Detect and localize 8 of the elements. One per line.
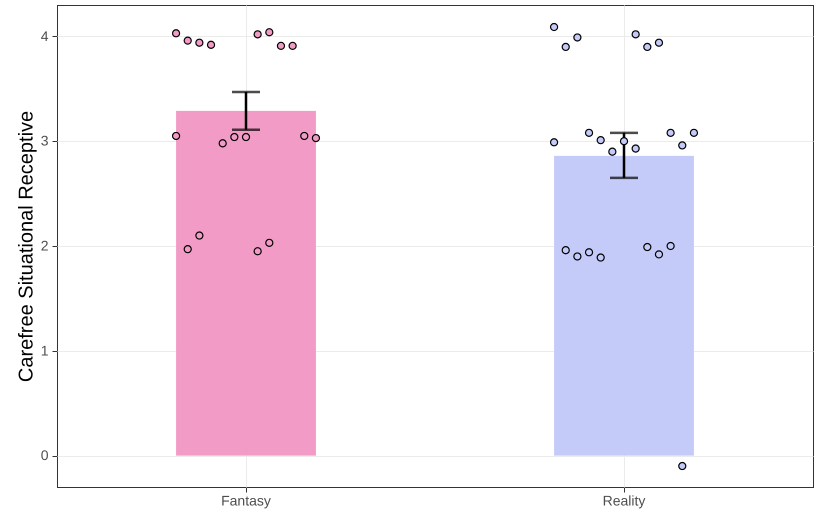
x-tick-label: Fantasy [221,492,271,508]
x-tick-label: Reality [602,492,646,508]
y-tick-label: 1 [40,342,49,358]
y-tick-label: 4 [40,28,49,44]
y-tick-label: 0 [40,447,49,464]
y-tick-label: 3 [40,132,49,149]
y-tick-label: 2 [40,238,49,254]
y-axis-title: Carefree Situational Receptive [16,110,38,382]
